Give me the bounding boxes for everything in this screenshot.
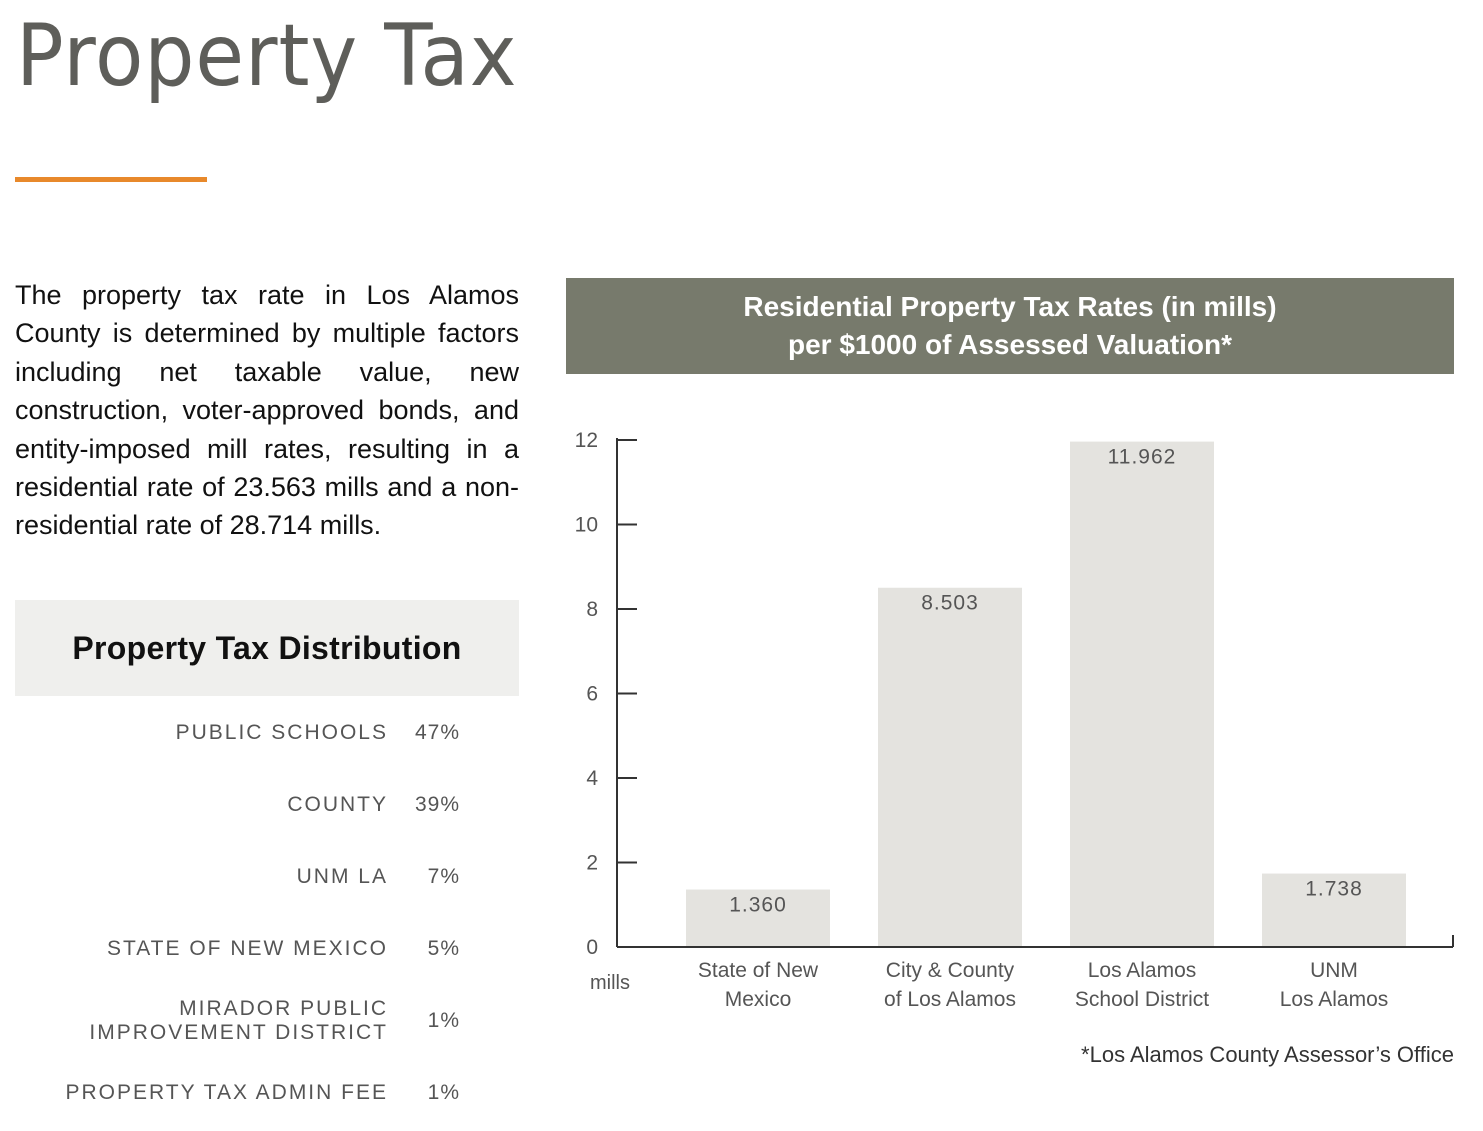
y-tick-label: 6	[586, 683, 598, 706]
distribution-row: MIRADOR PUBLIC IMPROVEMENT DISTRICT 1%	[15, 991, 475, 1051]
chart-footnote: *Los Alamos County Assessor’s Office	[1081, 1042, 1454, 1067]
distribution-label: PROPERTY TAX ADMIN FEE	[65, 1081, 388, 1104]
x-tick-label: of Los Alamos	[884, 988, 1016, 1011]
bar-value-label: 8.503	[921, 592, 979, 615]
distribution-row: STATE OF NEW MEXICO 5%	[15, 919, 475, 979]
distribution-percent: 47%	[414, 721, 460, 744]
x-tick-label: Mexico	[725, 988, 792, 1011]
x-tick-label: State of New	[698, 959, 819, 982]
bar-value-label: 11.962	[1108, 446, 1177, 469]
y-tick-label: 4	[586, 767, 598, 790]
distribution-row: COUNTY 39%	[15, 775, 475, 835]
distribution-row: PROPERTY TAX ADMIN FEE 1%	[15, 1063, 475, 1123]
bar	[878, 587, 1022, 947]
distribution-label: PUBLIC SCHOOLS	[175, 721, 388, 744]
distribution-label: STATE OF NEW MEXICO	[106, 937, 388, 960]
distribution-percent: 5%	[427, 937, 460, 960]
page-title: Property Tax	[16, 6, 518, 106]
distribution-label-line: IMPROVEMENT DISTRICT	[89, 1021, 388, 1044]
x-tick-label: Los Alamos	[1280, 988, 1389, 1011]
chart-title-line: Residential Property Tax Rates (in mills…	[743, 291, 1277, 322]
distribution-row: UNM LA 7%	[15, 847, 475, 907]
y-tick-label: 8	[586, 598, 598, 621]
x-tick-label: UNM	[1310, 959, 1358, 982]
x-tick-label: Los Alamos	[1088, 959, 1197, 982]
chart-title: Residential Property Tax Rates (in mills…	[566, 278, 1454, 374]
accent-divider	[15, 177, 207, 182]
bar-value-label: 1.738	[1305, 878, 1363, 901]
distribution-header: Property Tax Distribution	[15, 600, 519, 696]
distribution-percent: 1%	[427, 1081, 460, 1104]
bar-value-label: 1.360	[729, 894, 787, 917]
y-axis-label: mills	[590, 972, 630, 994]
y-tick-label: 2	[586, 852, 598, 875]
distribution-percent: 7%	[427, 865, 460, 888]
bar	[1070, 441, 1214, 947]
x-tick-label: School District	[1075, 988, 1209, 1011]
y-tick-label: 12	[575, 429, 598, 452]
distribution-label: MIRADOR PUBLIC IMPROVEMENT DISTRICT	[15, 997, 388, 1045]
y-tick-label: 0	[586, 936, 598, 959]
bar-chart: 1.360 State of New Mexico 8.503 City & Count…	[575, 429, 1454, 1011]
y-tick-label: 10	[575, 514, 598, 537]
bar	[686, 889, 830, 947]
distribution-label: COUNTY	[287, 793, 388, 816]
distribution-percent: 1%	[427, 1009, 460, 1032]
distribution-percent: 39%	[414, 793, 460, 816]
distribution-title: Property Tax Distribution	[72, 629, 462, 666]
distribution-row: PUBLIC SCHOOLS 47%	[15, 703, 475, 763]
distribution-label-line: MIRADOR PUBLIC	[179, 997, 388, 1020]
intro-paragraph: The property tax rate in Los Alamos Coun…	[15, 280, 519, 541]
x-tick-label: City & County	[886, 959, 1015, 982]
bar	[1262, 873, 1406, 947]
chart-title-line: per $1000 of Assessed Valuation*	[787, 329, 1233, 360]
distribution-label: UNM LA	[296, 865, 388, 888]
